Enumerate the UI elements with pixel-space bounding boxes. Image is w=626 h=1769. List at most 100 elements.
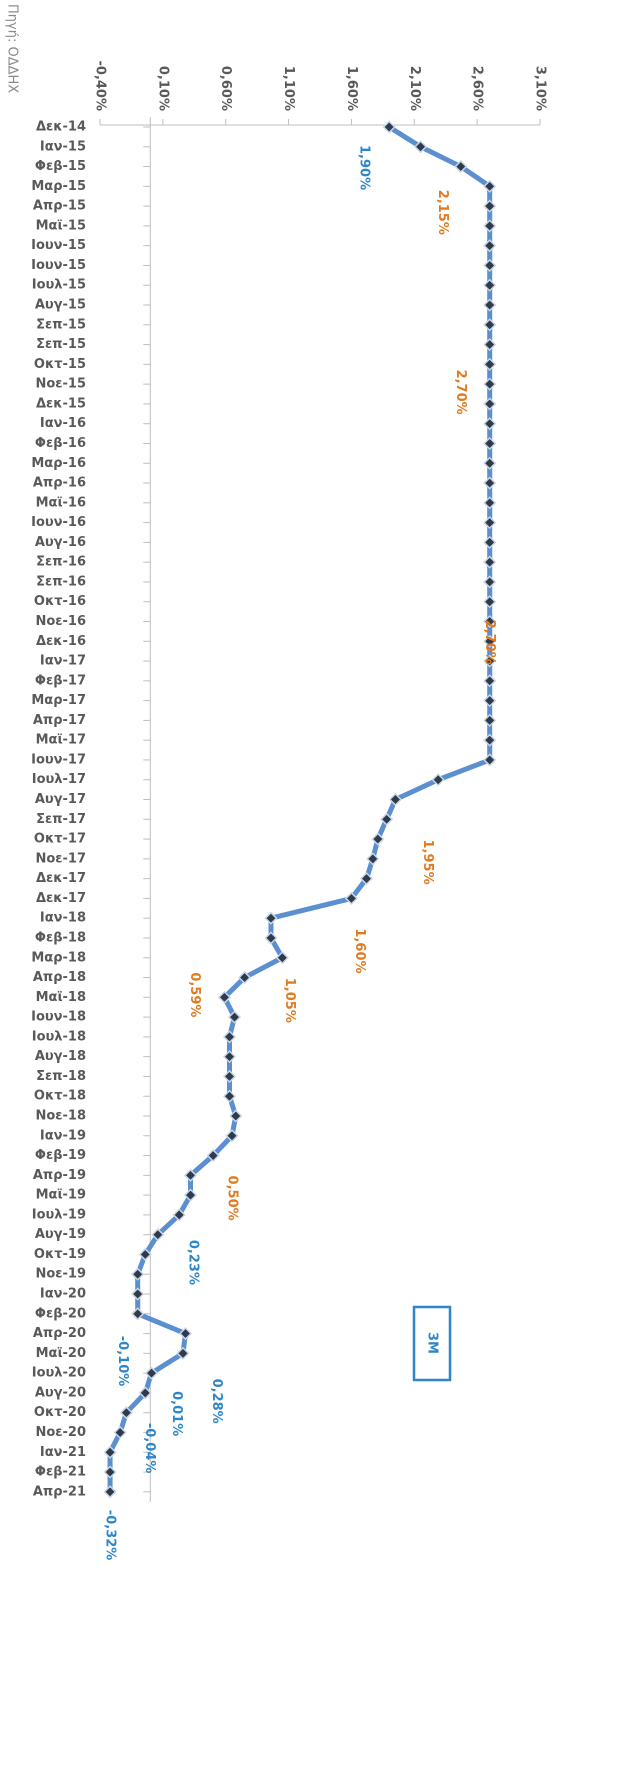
point-marker — [483, 555, 497, 569]
x-tick-label: Μαρ-18 — [31, 950, 86, 965]
x-tick-label: Αυγ-20 — [35, 1385, 86, 1400]
y-tick-label: 2,60% — [470, 66, 485, 111]
point-marker — [264, 931, 278, 945]
point-marker — [483, 713, 497, 727]
point-marker — [103, 1465, 117, 1479]
point-marker — [275, 951, 289, 965]
point-marker — [183, 1168, 198, 1182]
point-marker — [483, 318, 497, 332]
data-label: 2,70% — [453, 370, 468, 415]
x-tick-label: Αυγ-18 — [35, 1049, 86, 1064]
point-marker — [483, 733, 497, 747]
x-tick-label: Αυγ-15 — [35, 298, 86, 313]
x-tick-label: Μαρ-15 — [31, 179, 86, 194]
x-tick-label: Φεβ-21 — [35, 1465, 86, 1480]
data-label: -0,10% — [115, 1336, 130, 1387]
point-marker — [371, 832, 385, 846]
x-tick-label: Φεβ-16 — [35, 436, 86, 451]
point-marker — [483, 674, 497, 688]
point-marker — [483, 278, 497, 292]
point-marker — [151, 1228, 165, 1242]
x-tick-label: Ιουλ-20 — [32, 1366, 86, 1381]
x-tick-label: Ιαν-20 — [40, 1287, 86, 1302]
data-label: 0,59% — [187, 972, 202, 1017]
data-label: 1,05% — [282, 978, 297, 1023]
point-marker — [222, 1089, 237, 1103]
data-label: 0,01% — [169, 1391, 184, 1436]
legend-box — [412, 1305, 452, 1382]
point-marker — [483, 575, 497, 589]
point-marker — [483, 753, 497, 767]
point-marker — [454, 159, 468, 174]
x-tick-label: Απρ-20 — [33, 1326, 86, 1341]
y-tick-label: 0,10% — [155, 66, 170, 111]
x-tick-label: Μαϊ-19 — [36, 1188, 86, 1203]
x-tick-label: Μαϊ-18 — [36, 990, 86, 1005]
point-marker — [113, 1425, 127, 1440]
point-marker — [483, 357, 497, 371]
point-marker — [238, 970, 252, 985]
point-marker — [103, 1485, 117, 1499]
x-tick-label: Οκτ-20 — [34, 1405, 86, 1420]
data-label: 0,28% — [209, 1379, 224, 1424]
x-tick-label: Μαϊ-20 — [36, 1346, 86, 1361]
x-tick-label: Νοε-15 — [35, 377, 86, 392]
x-tick-label: Φεβ-18 — [35, 930, 86, 945]
point-marker — [483, 476, 497, 490]
y-tick-label: 1,10% — [281, 66, 296, 111]
y-tick-label: 2,10% — [407, 66, 422, 111]
x-tick-label: Δεκ-17 — [36, 891, 86, 906]
x-tick-label: Ιουλ-18 — [32, 1029, 86, 1044]
x-tick-label: Ιαν-19 — [40, 1128, 86, 1143]
legend-label: 3M — [425, 1332, 440, 1354]
point-marker — [344, 891, 358, 905]
data-label: 0,23% — [186, 1240, 201, 1285]
point-marker — [483, 258, 497, 273]
x-tick-label: Δεκ-17 — [36, 871, 86, 886]
x-tick-label: Ιουν-15 — [31, 258, 86, 273]
point-marker — [483, 298, 497, 312]
x-tick-label: Φεβ-15 — [35, 159, 86, 174]
x-tick-label: Ιαν-17 — [40, 654, 86, 669]
point-marker — [483, 614, 497, 629]
point-marker — [382, 120, 396, 134]
point-marker — [144, 1366, 159, 1380]
source: Πηγή: ΟΔΔΗΧ — [5, 4, 20, 93]
x-tick-label: Οκτ-19 — [34, 1247, 86, 1262]
x-tick-label: Ιαν-21 — [40, 1445, 86, 1460]
data-label: 1,90% — [357, 145, 372, 190]
x-tick-label: Μαϊ-16 — [36, 495, 86, 510]
data-label: -0,32% — [103, 1510, 118, 1561]
point-marker — [483, 397, 497, 411]
point-marker — [359, 872, 374, 886]
point-marker — [222, 1030, 237, 1044]
point-marker — [217, 990, 232, 1004]
x-tick-label: Αυγ-17 — [35, 792, 86, 807]
point-marker — [229, 1109, 243, 1123]
point-marker — [483, 219, 497, 233]
x-tick-label: Ιουλ-19 — [32, 1207, 86, 1222]
point-marker — [131, 1267, 145, 1281]
x-tick-label: Δεκ-16 — [36, 634, 86, 649]
legend: 3M — [412, 1305, 452, 1382]
y-tick-label: 3,10% — [533, 66, 548, 111]
x-tick-label: Οκτ-18 — [34, 1089, 86, 1104]
point-marker — [227, 1010, 242, 1024]
x-tick-label: Απρ-16 — [33, 476, 86, 491]
x-tick-label: Δεκ-15 — [36, 396, 86, 411]
point-marker — [131, 1307, 145, 1321]
point-marker — [483, 654, 497, 668]
point-marker — [483, 417, 497, 431]
x-tick-label: Νοε-19 — [35, 1267, 86, 1282]
point-marker — [483, 496, 497, 510]
x-tick-label: Ιουν-16 — [31, 515, 86, 530]
x-tick-label: Νοε-20 — [35, 1425, 86, 1440]
x-tick-label: Αυγ-19 — [35, 1227, 86, 1242]
point-marker — [103, 1445, 117, 1459]
x-tick-label: Ιουν-18 — [31, 1010, 86, 1025]
point-marker — [483, 338, 497, 352]
x-tick-label: Μαϊ-17 — [36, 733, 86, 748]
data-label: 1,95% — [420, 840, 435, 885]
